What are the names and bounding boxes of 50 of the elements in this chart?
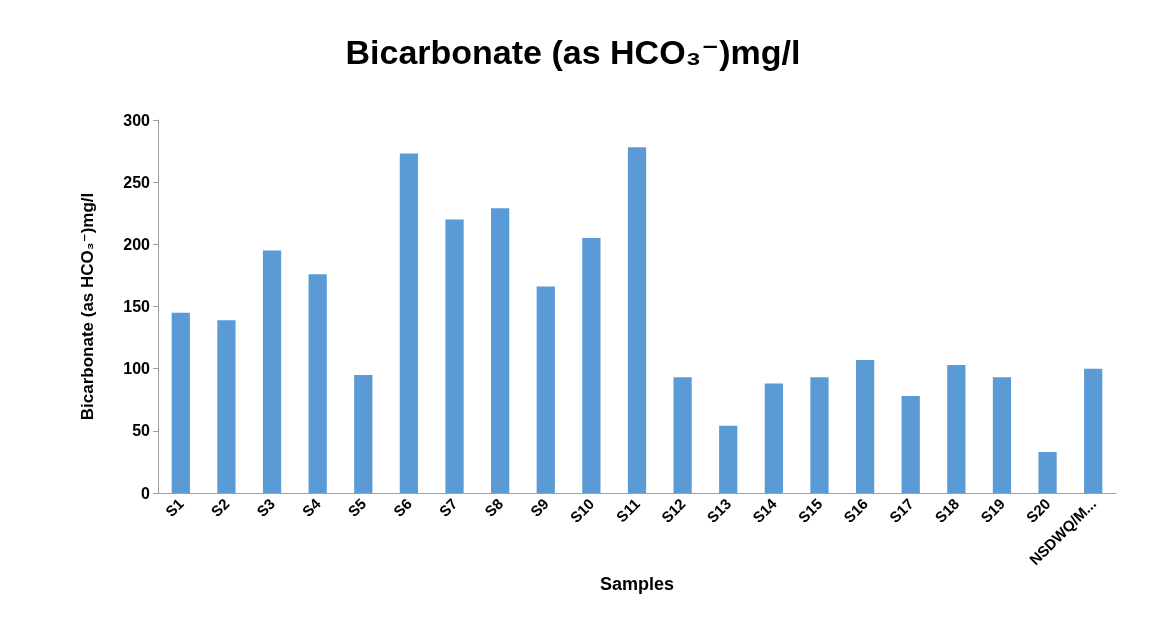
bar — [901, 396, 920, 493]
y-tick-label: 300 — [123, 111, 151, 129]
x-tick-label: S19 — [977, 494, 1008, 526]
bar — [947, 364, 966, 493]
bar — [171, 312, 190, 493]
chart-title: Bicarbonate (as HCO₃⁻)mg/l — [345, 33, 801, 71]
x-tick-label: S5 — [344, 494, 370, 520]
x-tick-label: S1 — [161, 494, 187, 520]
y-tick-label: 100 — [123, 360, 151, 378]
bar — [262, 250, 282, 493]
bar — [627, 147, 647, 493]
bar — [491, 208, 510, 493]
bar — [536, 286, 555, 493]
bar — [217, 320, 236, 493]
y-tick-label: 150 — [123, 298, 151, 315]
bar — [354, 374, 373, 493]
x-tick-label: S14 — [748, 494, 781, 526]
x-tick-label: S11 — [612, 494, 644, 526]
bar — [719, 425, 738, 493]
bar — [399, 153, 419, 493]
bar — [308, 274, 327, 493]
bar — [992, 377, 1012, 493]
x-tick-label: S15 — [794, 494, 826, 526]
bar — [810, 377, 829, 493]
x-tick-label: S2 — [207, 494, 233, 520]
x-tick-label: S7 — [435, 494, 461, 520]
x-tick-label: S4 — [298, 494, 325, 520]
x-axis-title: Samples — [599, 573, 675, 594]
x-tick-label: S12 — [657, 494, 689, 526]
bar — [1038, 451, 1057, 493]
y-tick-label: 200 — [123, 235, 151, 253]
x-tick-label: S9 — [526, 494, 552, 520]
x-tick-label: S3 — [253, 494, 279, 520]
bar — [445, 219, 464, 493]
x-tick-label: S8 — [481, 494, 507, 520]
x-tick-label: S6 — [389, 494, 415, 520]
bar — [764, 383, 783, 493]
y-tick-label: 250 — [123, 173, 151, 191]
x-tick-label: S18 — [931, 494, 963, 526]
x-tick-label: S17 — [885, 494, 917, 526]
bar — [673, 377, 692, 493]
x-tick-label: S16 — [840, 494, 872, 526]
y-axis-title: Bicarbonate (as HCO₃⁻)mg/l — [78, 192, 97, 421]
bar — [582, 238, 601, 493]
y-tick-label: 0 — [141, 484, 151, 502]
bar — [855, 359, 875, 493]
x-tick-label: S13 — [703, 494, 735, 526]
bar — [1084, 368, 1103, 493]
x-tick-label: S10 — [566, 494, 598, 526]
y-tick-label: 50 — [132, 422, 151, 440]
